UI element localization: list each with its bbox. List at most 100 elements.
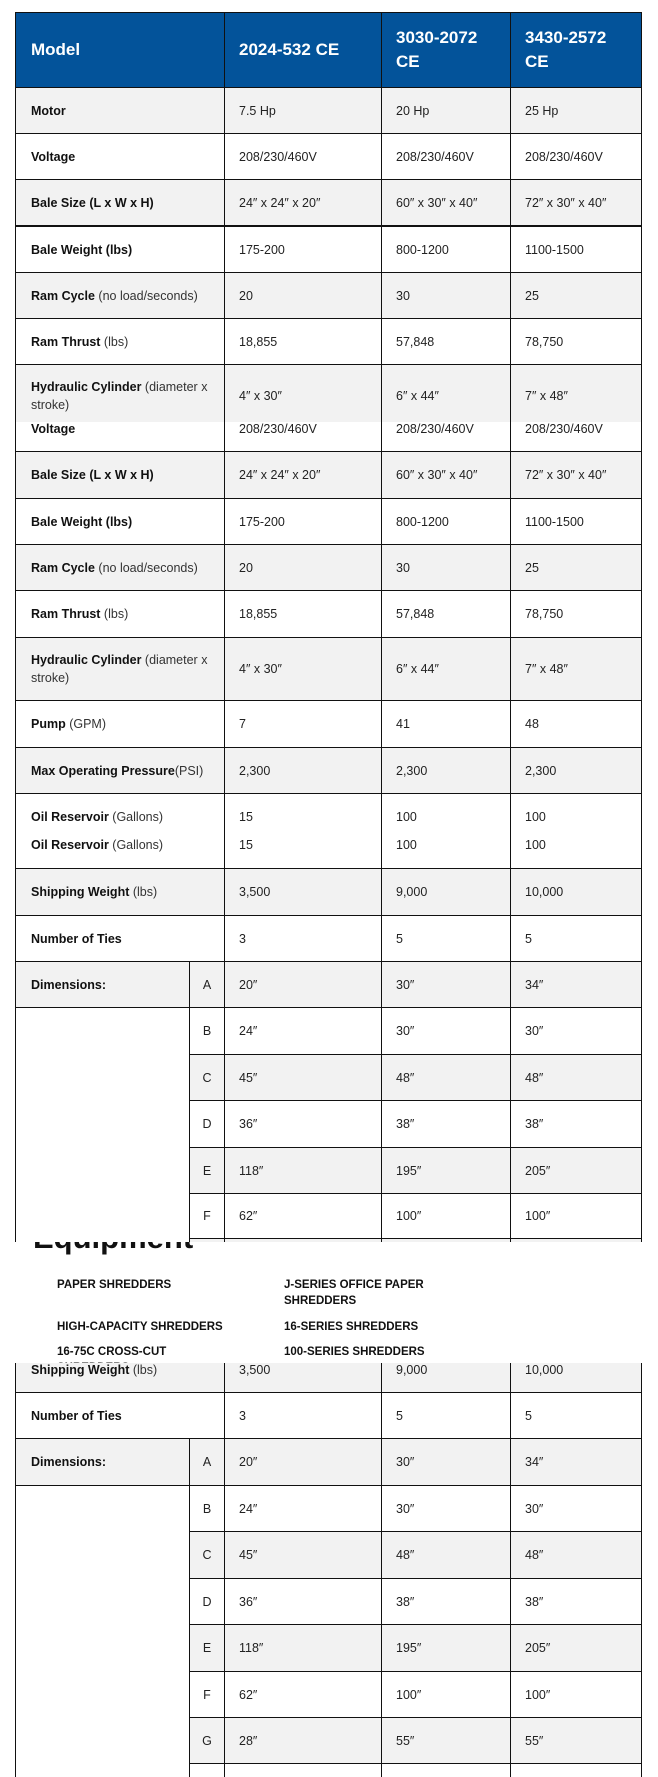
dimension-value: 48″ [396,1548,415,1562]
dimension-value-cell: 205″ [510,1147,642,1194]
spec-value: 48 [525,717,539,731]
spec-value: 2,300 [525,763,557,778]
dimension-value: 30″ [525,1024,544,1038]
dimensions-blank-cell [15,1007,190,1242]
footer-link[interactable]: HIGH-CAPACITY SHREDDERS [57,1321,223,1333]
dimension-value: 20″ [239,1455,258,1469]
row-label-cell: Number of Ties [15,915,225,962]
spec-value: 24″ x 24″ x 20″ [239,195,321,210]
dimension-value-cell: 195″ [381,1147,511,1194]
dimension-value: 30″ [396,1455,415,1469]
spec-value-cell: 208/230/460V [381,422,511,452]
footer-link[interactable]: J-SERIES OFFICE PAPER SHREDDERS [284,1279,424,1307]
spec-value: 25 [525,560,539,575]
spec-value: 208/230/460V [525,149,603,164]
dimension-value-cell: 38″ [510,1100,642,1148]
dimension-value: 100″ [396,1209,422,1223]
spec-label: Shipping Weight [31,885,130,899]
spec-value: 18,855 [239,334,278,349]
spec-value-cell: 20 Hp [381,87,511,134]
row-label-cell: Bale Weight (lbs) [15,498,225,545]
dimension-value: 195″ [396,1641,422,1655]
spec-label: Shipping Weight [31,1363,130,1377]
dimension-letter-cell: F [189,1193,225,1239]
row-label-cell: Pump (GPM) [15,700,225,748]
dimension-value-cell: 24″ [224,1007,382,1055]
header-cell: Model [15,12,225,88]
spec-label: Motor [31,103,66,118]
spec-value: 60″ x 30″ x 40″ [396,195,478,210]
spec-value: 100 [525,838,546,852]
dimension-value-cell: 38″ [510,1578,642,1625]
spec-label: Bale Size (L x W x H) [31,468,154,482]
spec-value-cell: 18,855 [224,318,382,365]
spec-value: 60″ x 30″ x 40″ [396,468,478,482]
footer-link[interactable]: 16-SERIES SHREDDERS [284,1321,419,1333]
spec-value: 1100-1500 [525,242,584,257]
dimension-letter: E [202,1163,212,1178]
dimension-value: 24″ [239,1024,258,1038]
spec-value: 78,750 [525,607,564,621]
spec-value: 208/230/460V [239,149,317,164]
spec-value-cell: 208/230/460V [224,422,382,452]
dimension-letter: B [202,1024,212,1038]
dimension-letter: C [202,1548,212,1562]
footer-link[interactable]: 16-75C CROSS-CUT SHREDDERS [57,1346,167,1363]
dimension-value: 30″ [396,1501,415,1516]
row-label-cell: Bale Weight (lbs) [15,226,225,273]
spec-value-cell: 7.5 Hp [224,87,382,134]
row-label-cell: Bale Size (L x W x H) [15,451,225,499]
spec-label: Bale Weight (lbs) [31,514,133,529]
row-label-cell: Shipping Weight (lbs) [15,1363,225,1393]
spec-value-cell: 78,750 [510,590,642,638]
dimension-letter-cell: G [189,1717,225,1764]
dimension-value: 100″ [396,1687,422,1702]
spec-value: 20 [239,560,253,575]
dimension-letter-cell: E [189,1147,225,1194]
dimension-value: 55″ [396,1733,415,1748]
row-label-cell: Hydraulic Cylinder (diameter x stroke) [15,364,225,422]
spec-value: 72″ x 30″ x 40″ [525,468,607,482]
dimension-letter-cell: A [189,961,225,1008]
spec-value-cell: 20 [224,544,382,591]
dimension-value-cell: 205″ [510,1624,642,1672]
spec-label: Bale Size (L x W x H) [31,195,154,210]
spec-value-cell: 57,848 [381,590,511,638]
footer-link[interactable]: 100-SERIES SHREDDERS [284,1346,425,1358]
dimension-letter-cell: B [189,1007,225,1055]
row-label-cell: Shipping Weight (lbs) [15,868,225,916]
model-name: 3030-2072 CE [396,28,478,71]
spec-value-cell: 24″ x 24″ x 20″ [224,179,382,226]
spec-note: (no load/seconds) [94,288,198,303]
spec-note: (Gallons) [108,838,164,852]
dimension-value: 195″ [396,1163,422,1178]
dimension-value-cell [510,1763,642,1777]
spec-table-segment: Shipping Weight (lbs) 3,500 9,000 10,000 Num… [0,1363,658,1777]
dimension-value-cell: 45″ [224,1531,382,1579]
spec-value-cell: 4″ x 30″ [224,364,382,422]
spec-value-cell: 5 [510,1392,642,1439]
header-model-cell: 3030-2072 CE [381,12,511,88]
spec-value: 25 [525,288,539,303]
spec-note: (Gallons) [108,810,164,824]
footer-link[interactable]: PAPER SHREDDERS [57,1279,172,1291]
spec-value: 78,750 [525,334,564,349]
dimension-value-cell: 30″ [381,1485,511,1532]
spec-label: Ram Cycle [31,288,95,303]
dimension-letter-cell: D [189,1578,225,1625]
row-label-cell: Ram Cycle (no load/seconds) [15,544,225,591]
row-label-cell: Voltage [15,422,225,452]
dimension-value: 38″ [525,1594,544,1609]
dimension-value-cell: 34″ [510,1438,642,1486]
dimension-value: 38″ [525,1117,544,1131]
dimension-letter-cell [189,1763,225,1777]
spec-label: Voltage [31,149,76,164]
dimension-letter: B [202,1501,212,1516]
spec-label: Ram Cycle [31,560,95,575]
spec-value-cell: 7 [224,700,382,748]
spec-note: (PSI) [174,763,204,778]
dimension-value: 118″ [239,1641,264,1655]
spec-note: (GPM) [65,717,107,731]
spec-value: 208/230/460V [396,149,474,164]
dimension-value-cell: 55″ [510,1717,642,1764]
